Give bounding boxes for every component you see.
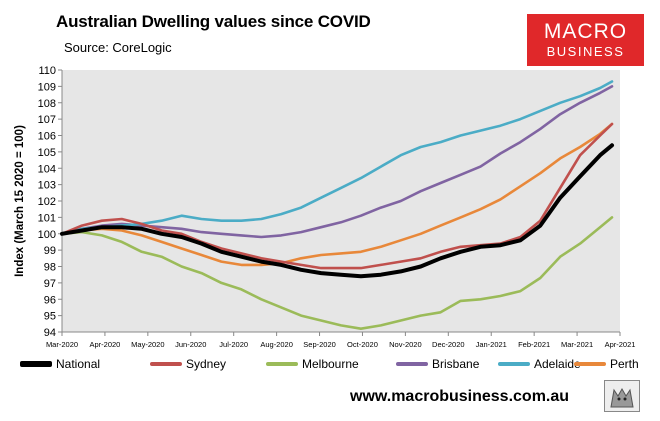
series-line-adelaide xyxy=(60,80,614,236)
legend-label-perth: Perth xyxy=(610,357,639,371)
macrobusiness-logo: MACRO BUSINESS xyxy=(527,14,644,66)
x-tick-label: Feb-2021 xyxy=(518,340,550,349)
y-tick-label: 105 xyxy=(38,147,56,159)
x-tick-label: Oct-2020 xyxy=(347,340,378,349)
logo-line-2: BUSINESS xyxy=(546,44,625,59)
y-axis-label: Index (March 15 2020 = 100) xyxy=(14,125,26,277)
legend-label-melbourne: Melbourne xyxy=(302,357,359,371)
series-line-perth xyxy=(60,122,614,267)
y-tick-label: 106 xyxy=(38,131,56,143)
x-tick-label: Apr-2020 xyxy=(89,340,120,349)
chart-title: Australian Dwelling values since COVID xyxy=(56,12,371,31)
legend-swatch-brisbane xyxy=(396,362,428,366)
legend-item-adelaide: Adelaide xyxy=(498,357,581,371)
y-tick-label: 100 xyxy=(38,229,56,241)
chart-legend: National Sydney Melbourne Brisbane Adela… xyxy=(20,357,660,373)
wolf-mascot-icon xyxy=(604,380,640,412)
y-tick-label: 103 xyxy=(38,180,56,192)
legend-swatch-melbourne xyxy=(266,362,298,366)
legend-swatch-sydney xyxy=(150,362,182,366)
logo-line-1: MACRO xyxy=(543,20,628,43)
legend-item-sydney: Sydney xyxy=(150,357,226,371)
y-tick-label: 104 xyxy=(38,163,56,175)
x-axis: Mar-2020 Apr-2020 May-2020 Jun-2020 Jul-2020… xyxy=(46,331,636,349)
x-tick-label: Sep-2020 xyxy=(303,340,336,349)
plot-area xyxy=(62,70,620,332)
y-tick-label: 99 xyxy=(44,245,56,257)
x-tick-label: Jun-2020 xyxy=(175,340,206,349)
x-tick-label: May-2020 xyxy=(131,340,164,349)
website-url: www.macrobusiness.com.au xyxy=(350,388,570,405)
legend-swatch-adelaide xyxy=(498,362,530,366)
x-tick-label: Apr-2021 xyxy=(605,340,636,349)
legend-label-adelaide: Adelaide xyxy=(534,357,581,371)
y-tick-label: 108 xyxy=(38,98,56,110)
y-tick-label: 109 xyxy=(38,81,56,93)
y-tick-label: 94 xyxy=(44,327,56,339)
y-tick-label: 98 xyxy=(44,262,56,274)
legend-swatch-perth xyxy=(574,362,606,366)
series-line-national xyxy=(60,143,614,279)
x-tick-label: Jan-2021 xyxy=(476,340,507,349)
y-tick-label: 107 xyxy=(38,114,56,126)
y-tick-label: 102 xyxy=(38,196,56,208)
legend-label-brisbane: Brisbane xyxy=(432,357,480,371)
legend-item-national: National xyxy=(20,357,100,371)
x-tick-label: Mar-2021 xyxy=(561,340,593,349)
y-tick-label: 97 xyxy=(44,278,56,290)
x-tick-label: Mar-2020 xyxy=(46,340,78,349)
y-tick-label: 96 xyxy=(44,294,56,306)
y-tick-label: 101 xyxy=(38,212,56,224)
y-tick-label: 110 xyxy=(38,65,56,77)
x-tick-label: Dec-2020 xyxy=(432,340,465,349)
legend-item-brisbane: Brisbane xyxy=(396,357,479,371)
y-axis: 94 95 96 97 98 99 100 101 102 103 104 105 106 107 108 1… xyxy=(38,65,63,339)
chart-source: Source: CoreLogic xyxy=(64,40,172,55)
series-line-sydney xyxy=(60,122,614,270)
x-tick-label: Jul-2020 xyxy=(219,340,248,349)
x-tick-label: Aug-2020 xyxy=(260,340,293,349)
y-tick-label: 95 xyxy=(44,311,56,323)
series-line-brisbane xyxy=(60,85,614,239)
legend-label-national: National xyxy=(56,357,101,371)
legend-swatch-national xyxy=(20,361,52,367)
x-tick-label: Nov-2020 xyxy=(389,340,422,349)
legend-item-melbourne: Melbourne xyxy=(266,357,359,371)
legend-label-sydney: Sydney xyxy=(186,357,227,371)
legend-item-perth: Perth xyxy=(574,357,639,371)
series-line-melbourne xyxy=(60,216,614,331)
series-lines xyxy=(60,80,614,331)
